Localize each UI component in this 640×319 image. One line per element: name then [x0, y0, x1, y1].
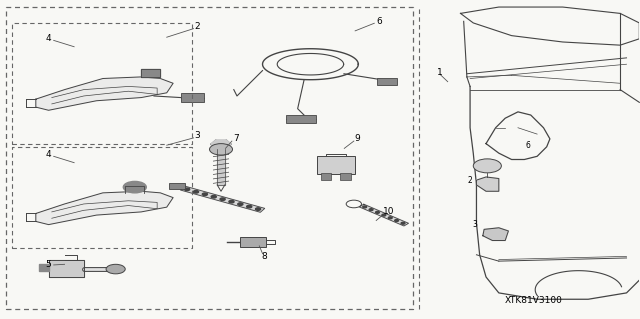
Circle shape: [229, 200, 234, 203]
Circle shape: [202, 193, 207, 196]
Bar: [340, 173, 351, 180]
Text: 1: 1: [437, 68, 443, 77]
Text: XTK81V3100: XTK81V3100: [505, 296, 563, 305]
Circle shape: [211, 196, 216, 198]
Bar: [169, 183, 185, 189]
Bar: [39, 264, 49, 271]
Circle shape: [363, 206, 367, 208]
Circle shape: [193, 190, 198, 193]
Polygon shape: [211, 140, 231, 149]
Circle shape: [124, 182, 147, 193]
Circle shape: [184, 188, 189, 190]
Circle shape: [220, 198, 225, 200]
Circle shape: [376, 211, 380, 213]
Polygon shape: [180, 186, 265, 212]
Circle shape: [209, 144, 232, 155]
Text: 3: 3: [472, 220, 477, 229]
Circle shape: [246, 205, 252, 208]
Polygon shape: [36, 77, 173, 110]
Text: 8: 8: [262, 252, 268, 261]
Text: 4: 4: [46, 34, 51, 43]
Bar: [141, 69, 161, 77]
Text: 9: 9: [354, 134, 360, 143]
Circle shape: [395, 219, 399, 221]
Circle shape: [106, 264, 125, 274]
Bar: [49, 260, 84, 277]
Bar: [321, 173, 332, 180]
Circle shape: [369, 209, 373, 211]
Text: 2: 2: [195, 22, 200, 31]
Circle shape: [382, 214, 386, 216]
Text: 10: 10: [383, 207, 395, 216]
Polygon shape: [483, 228, 508, 241]
Text: 3: 3: [195, 131, 200, 140]
Bar: [240, 237, 266, 247]
Circle shape: [238, 203, 243, 205]
Text: 6: 6: [525, 141, 530, 150]
Polygon shape: [359, 204, 408, 226]
Bar: [317, 156, 355, 174]
Text: 7: 7: [233, 134, 239, 143]
Polygon shape: [476, 177, 499, 191]
Polygon shape: [36, 191, 173, 225]
Bar: [180, 93, 204, 102]
Bar: [286, 115, 316, 123]
Circle shape: [401, 222, 405, 224]
Text: 2: 2: [468, 176, 472, 185]
Circle shape: [473, 159, 501, 173]
Polygon shape: [217, 149, 225, 185]
Circle shape: [388, 217, 392, 219]
Text: 5: 5: [45, 260, 51, 270]
Text: 6: 6: [376, 17, 381, 26]
Bar: [378, 78, 397, 85]
Text: 4: 4: [46, 150, 51, 159]
Circle shape: [255, 208, 260, 210]
